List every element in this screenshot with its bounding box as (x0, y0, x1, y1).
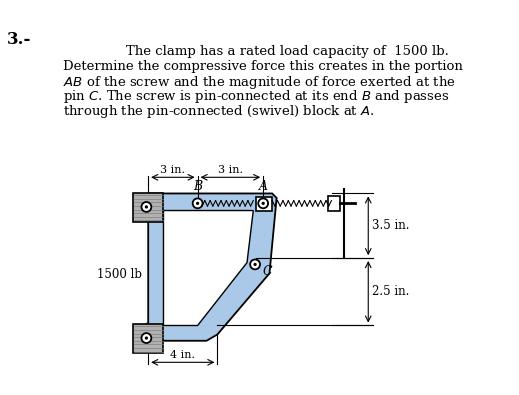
Polygon shape (256, 197, 272, 211)
Circle shape (250, 260, 260, 269)
Text: Determine the compressive force this creates in the portion: Determine the compressive force this cre… (63, 60, 463, 73)
Circle shape (253, 263, 257, 266)
Text: 4 in.: 4 in. (170, 350, 195, 359)
Polygon shape (133, 324, 163, 354)
Circle shape (145, 337, 148, 340)
Polygon shape (133, 192, 163, 222)
Text: $\mathit{AB}$ of the screw and the magnitude of force exerted at the: $\mathit{AB}$ of the screw and the magni… (63, 74, 456, 91)
Circle shape (142, 333, 152, 343)
Text: 3.5 in.: 3.5 in. (372, 219, 409, 232)
Circle shape (145, 205, 148, 209)
Circle shape (262, 202, 265, 205)
Text: 1500 lb: 1500 lb (97, 268, 142, 281)
Text: 3 in.: 3 in. (218, 165, 243, 175)
Text: A: A (258, 180, 268, 192)
Circle shape (258, 198, 268, 208)
Circle shape (196, 202, 199, 205)
Text: C: C (262, 265, 272, 278)
Circle shape (193, 198, 202, 208)
Circle shape (142, 202, 152, 212)
Text: pin $\mathit{C}$. The screw is pin-connected at its end $\mathit{B}$ and passes: pin $\mathit{C}$. The screw is pin-conne… (63, 88, 449, 105)
Text: through the pin-connected (swivel) block at $\mathit{A}$.: through the pin-connected (swivel) block… (63, 103, 374, 120)
Text: 2.5 in.: 2.5 in. (372, 285, 409, 298)
Polygon shape (328, 196, 339, 211)
Text: 3 in.: 3 in. (160, 165, 185, 175)
Text: B: B (193, 180, 202, 192)
Text: 3.-: 3.- (7, 31, 32, 48)
Polygon shape (148, 194, 277, 341)
Polygon shape (163, 211, 253, 325)
Text: The clamp has a rated load capacity of  1500 lb.: The clamp has a rated load capacity of 1… (126, 45, 448, 58)
